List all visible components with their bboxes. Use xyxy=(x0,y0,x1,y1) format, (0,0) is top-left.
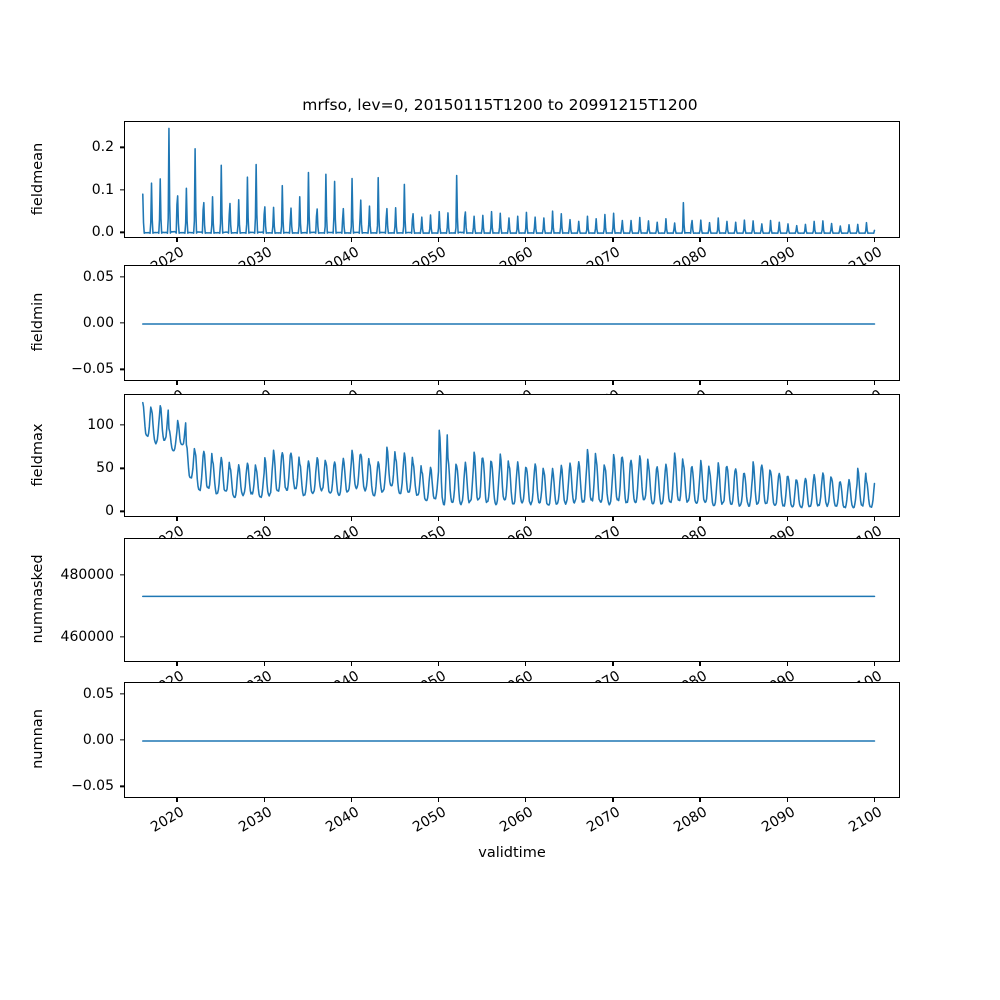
xtick-mark-p3-7 xyxy=(786,662,788,666)
ylabel-numnan: numnan xyxy=(30,709,46,769)
xtick-mark-p1-8 xyxy=(873,381,876,385)
xlabel: validtime xyxy=(478,845,546,861)
ytick-label-fieldmean-1: 0.1 xyxy=(91,181,114,198)
ytick-mark-fieldmean-1 xyxy=(120,189,124,191)
figure-title: mrfso, lev=0, 20150115T1200 to 20991215T… xyxy=(302,96,698,114)
ytick-mark-nummasked-1 xyxy=(120,574,124,576)
xtick-mark-p3-4 xyxy=(525,662,527,666)
ytick-label-numnan-1: 0.00 xyxy=(82,732,114,748)
xtick-mark-p3-6 xyxy=(699,662,701,666)
ytick-label-fieldmin-0: −0.05 xyxy=(71,361,114,378)
xtick-mark-p3-8 xyxy=(873,662,876,666)
ytick-mark-numnan-0 xyxy=(120,785,124,788)
xtick-mark-p3-5 xyxy=(612,662,614,666)
ytick-mark-numnan-2 xyxy=(120,692,124,695)
ytick-label-nummasked-0: 460000 xyxy=(60,629,114,646)
xtick-mark-p3-3 xyxy=(437,662,440,666)
data-line-fieldmean xyxy=(142,127,876,235)
xtick-label-p4-5: 2070 xyxy=(584,804,624,836)
xtick-mark-p2-3 xyxy=(437,517,440,521)
axes-fieldmin xyxy=(124,265,900,381)
ylabel-fieldmax: fieldmax xyxy=(30,423,46,486)
xtick-label-p4-0: 2020 xyxy=(148,804,188,836)
ytick-mark-fieldmin-2 xyxy=(120,275,124,278)
ytick-mark-nummasked-0 xyxy=(120,636,124,638)
xtick-mark-p0-1 xyxy=(263,238,265,242)
xtick-mark-p4-6 xyxy=(699,798,701,802)
ytick-mark-fieldmin-1 xyxy=(120,322,124,324)
xtick-mark-p2-5 xyxy=(612,517,614,521)
xtick-mark-p1-0 xyxy=(176,381,178,385)
xtick-mark-p1-4 xyxy=(525,381,527,385)
xtick-mark-p1-2 xyxy=(350,381,352,385)
xtick-mark-p3-2 xyxy=(350,662,352,666)
xtick-mark-p4-8 xyxy=(873,798,876,802)
xtick-mark-p1-6 xyxy=(699,381,701,385)
xtick-mark-p2-7 xyxy=(786,517,788,521)
ytick-mark-fieldmax-1 xyxy=(120,467,124,469)
xtick-mark-p1-7 xyxy=(786,381,788,385)
axes-fieldmean xyxy=(124,121,900,238)
xtick-mark-p2-1 xyxy=(263,517,265,521)
xtick-mark-p3-0 xyxy=(176,662,178,666)
xtick-mark-p4-1 xyxy=(263,798,265,802)
ytick-label-fieldmean-2: 0.2 xyxy=(91,139,114,156)
ylabel-fieldmean: fieldmean xyxy=(30,142,46,215)
xtick-mark-p1-1 xyxy=(263,381,265,385)
ylabel-fieldmin: fieldmin xyxy=(30,292,46,352)
xtick-mark-p4-7 xyxy=(786,798,788,802)
xtick-mark-p2-4 xyxy=(525,517,527,521)
ytick-mark-fieldmean-0 xyxy=(120,231,124,233)
xtick-mark-p0-7 xyxy=(786,238,788,242)
ylabel-nummasked: nummasked xyxy=(30,554,46,644)
ytick-label-fieldmax-0: 0 xyxy=(105,503,114,520)
ytick-label-fieldmax-1: 50 xyxy=(96,460,114,477)
ytick-label-numnan-0: −0.05 xyxy=(71,778,114,795)
xtick-mark-p0-5 xyxy=(612,238,614,242)
xtick-mark-p1-5 xyxy=(612,381,614,385)
xtick-label-p4-8: 2100 xyxy=(845,804,885,836)
ytick-label-numnan-2: 0.05 xyxy=(82,685,114,702)
xtick-mark-p2-2 xyxy=(350,517,352,521)
xtick-mark-p2-6 xyxy=(699,517,701,521)
xtick-mark-p3-1 xyxy=(263,662,265,666)
ytick-mark-fieldmax-2 xyxy=(120,424,124,426)
xtick-label-p4-1: 2030 xyxy=(235,804,275,836)
xtick-mark-p0-3 xyxy=(437,238,440,242)
xtick-label-p4-3: 2050 xyxy=(410,804,449,836)
xtick-label-p4-6: 2080 xyxy=(671,804,711,836)
xtick-label-p4-4: 2060 xyxy=(497,804,537,836)
ytick-mark-fieldmax-0 xyxy=(120,510,124,513)
xtick-mark-p2-8 xyxy=(873,517,876,521)
ytick-label-fieldmax-2: 100 xyxy=(87,417,114,434)
xtick-mark-p0-6 xyxy=(699,238,701,242)
ytick-mark-fieldmin-0 xyxy=(120,368,124,371)
ytick-mark-numnan-1 xyxy=(120,739,124,741)
xtick-mark-p4-3 xyxy=(437,798,440,802)
xtick-mark-p0-8 xyxy=(873,238,876,242)
xtick-mark-p4-4 xyxy=(525,798,527,802)
ytick-label-nummasked-1: 480000 xyxy=(60,567,114,584)
xtick-label-p4-7: 2090 xyxy=(758,804,798,836)
xtick-mark-p0-0 xyxy=(176,238,178,242)
xtick-mark-p0-4 xyxy=(525,238,527,242)
xtick-mark-p2-0 xyxy=(176,517,178,521)
xtick-mark-p4-5 xyxy=(612,798,614,802)
xtick-mark-p1-3 xyxy=(437,381,440,385)
ytick-mark-fieldmean-2 xyxy=(120,146,124,148)
ytick-label-fieldmin-2: 0.05 xyxy=(82,268,114,285)
xtick-label-p4-2: 2040 xyxy=(322,804,362,836)
xtick-mark-p4-2 xyxy=(350,798,352,802)
axes-numnan xyxy=(124,682,900,798)
xtick-mark-p0-2 xyxy=(350,238,352,242)
ytick-label-fieldmin-1: 0.00 xyxy=(82,315,114,331)
ytick-label-fieldmean-0: 0.0 xyxy=(91,224,114,241)
axes-nummasked xyxy=(124,538,900,662)
xtick-mark-p4-0 xyxy=(176,798,178,802)
axes-fieldmax xyxy=(124,394,900,517)
data-line-fieldmax xyxy=(142,401,876,509)
